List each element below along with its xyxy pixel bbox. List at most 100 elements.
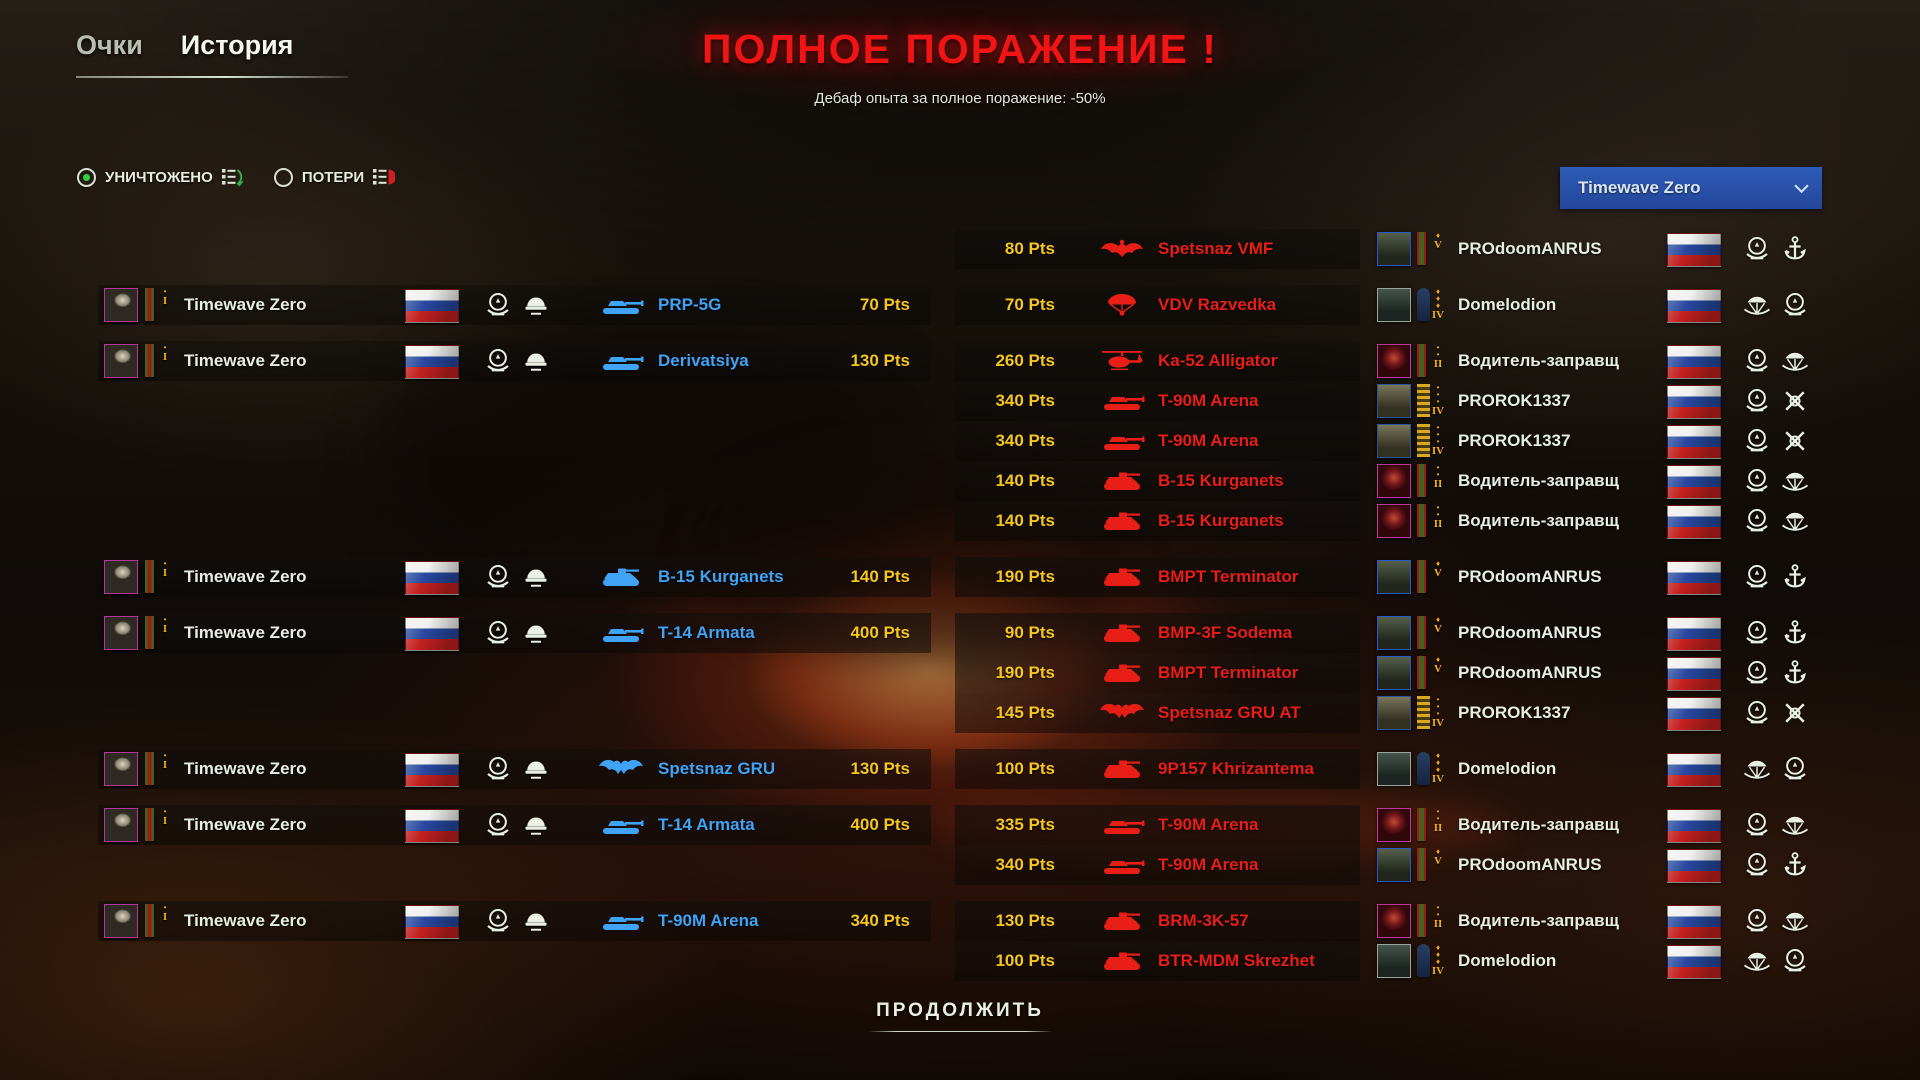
enemy-player-block[interactable]: ♦ V PROdoomANRUS [1377, 653, 1607, 693]
enemy-rank: ♦ ♦ ♦ IV [1429, 752, 1447, 786]
branch-emblem-icon [1780, 506, 1810, 536]
clan-emblem-icon [1742, 658, 1772, 688]
enemy-vehicle-name: VDV Razvedka [1158, 295, 1277, 314]
enemy-player-block[interactable]: ♦ V PROdoomANRUS [1377, 845, 1607, 885]
enemy-player-name: Водитель-заправщ [1458, 471, 1619, 490]
tab-points[interactable]: Очки [76, 30, 143, 60]
rank-numeral: I [162, 351, 168, 363]
enemy-player-block[interactable]: ♦ ♦ ♦ IV Domelodion [1377, 749, 1607, 789]
enemy-player-name: Domelodion [1458, 295, 1557, 314]
filter-losses[interactable]: ПОТЕРИ [273, 167, 396, 187]
ally-rank-insignia [145, 344, 154, 377]
kill-row-bar [955, 749, 1360, 789]
russia-flag-icon [405, 905, 459, 939]
russia-flag-icon [405, 617, 459, 651]
russia-flag-icon [1667, 905, 1721, 939]
radio-unselected-icon[interactable] [273, 167, 293, 187]
enemy-avatar [1377, 848, 1411, 882]
rank-numeral: II [1433, 358, 1443, 370]
kill-points: 260 Pts [995, 351, 1055, 370]
ally-vehicle-icon [597, 908, 645, 934]
enemy-player-block[interactable]: • • • IV PROROK1337 [1377, 421, 1607, 461]
enemy-player-block[interactable]: ♦ V PROdoomANRUS [1377, 229, 1607, 269]
ally-vehicle-icon [597, 564, 645, 590]
battle-log-row: • I Timewave Zero T-14 Armata 400 Pts 90… [0, 613, 1920, 653]
clan-emblem-icon [1742, 346, 1772, 376]
ally-rank: • I [156, 288, 174, 308]
kill-row-bar [955, 613, 1360, 653]
rank-pips: ♦ ♦ ♦ [1435, 943, 1441, 966]
enemy-rank: • • • IV [1429, 696, 1447, 730]
battle-log-row: 340 Pts T-90M Arena • • • IV PROROK1337 [0, 381, 1920, 421]
enemy-player-block[interactable]: • • • IV PROROK1337 [1377, 693, 1607, 733]
russia-flag-icon [405, 753, 459, 787]
russia-flag-icon [1667, 657, 1721, 691]
enemy-avatar [1377, 288, 1411, 322]
enemy-player-name: PROROK1337 [1458, 391, 1571, 410]
rank-numeral: II [1433, 478, 1443, 490]
enemy-vehicle-icon [1098, 908, 1146, 934]
branch-emblem-icon [1780, 658, 1810, 688]
rank-numeral: IV [1431, 445, 1445, 457]
enemy-player-name: Domelodion [1458, 951, 1557, 970]
ally-row-bar [98, 557, 931, 597]
enemy-vehicle-name: Spetsnaz GRU AT [1158, 703, 1301, 722]
russia-flag-icon [405, 345, 459, 379]
rank-numeral: V [1434, 623, 1442, 635]
enemy-player-block[interactable]: • • • IV PROROK1337 [1377, 381, 1607, 421]
result-title: ПОЛНОЕ ПОРАЖЕНИЕ ! [702, 26, 1218, 72]
rank-pips: • • [1436, 343, 1440, 359]
ally-player-name: Timewave Zero [184, 911, 307, 930]
enemy-rank-insignia [1417, 344, 1426, 377]
branch-emblem-icon [521, 290, 551, 320]
branch-emblem-icon [1780, 290, 1810, 320]
player-select-dropdown[interactable]: Timewave Zero [1560, 167, 1822, 209]
enemy-player-block[interactable]: • • II Водитель-заправщ [1377, 461, 1619, 501]
branch-emblem-icon [1780, 386, 1810, 416]
radio-selected-icon[interactable] [77, 167, 96, 187]
battle-log-row: 80 Pts Spetsnaz VMF ♦ V PROdoomANRUS [0, 229, 1920, 269]
enemy-rank-insignia [1417, 464, 1426, 497]
enemy-player-block[interactable]: ♦ V PROdoomANRUS [1377, 557, 1607, 597]
enemy-player-block[interactable]: • • II Водитель-заправщ [1377, 901, 1619, 941]
enemy-player-block[interactable]: ♦ V PROdoomANRUS [1377, 613, 1607, 653]
branch-emblem-icon [1780, 946, 1810, 976]
enemy-player-block[interactable]: • • II Водитель-заправщ [1377, 341, 1619, 381]
rank-pips: ♦ ♦ ♦ [1435, 751, 1441, 774]
enemy-rank-insignia [1417, 384, 1430, 417]
filter-destroyed[interactable]: УНИЧТОЖЕНО [77, 167, 244, 187]
rank-numeral: I [162, 759, 168, 771]
enemy-player-block[interactable]: • • II Водитель-заправщ [1377, 805, 1619, 845]
continue-button[interactable]: ПРОДОЛЖИТЬ [760, 1000, 1160, 1032]
clan-emblem-icon [483, 618, 513, 648]
enemy-rank: ♦ V [1429, 232, 1447, 252]
kill-points: 130 Pts [995, 911, 1055, 930]
filter-group: УНИЧТОЖЕНО ПОТЕРИ [77, 162, 396, 192]
filter-destroyed-label: УНИЧТОЖЕНО [105, 168, 213, 186]
branch-emblem-icon [1780, 466, 1810, 496]
enemy-player-block[interactable]: ♦ ♦ ♦ IV Domelodion [1377, 941, 1607, 981]
rank-pips: • • [1436, 503, 1440, 519]
ally-avatar [104, 344, 138, 378]
russia-flag-icon [1667, 345, 1721, 379]
russia-flag-icon [1667, 945, 1721, 979]
clan-emblem-icon [1742, 506, 1772, 536]
clan-emblem-icon [483, 290, 513, 320]
kill-row-bar [955, 501, 1360, 541]
ally-vehicle-name: B-15 Kurganets [658, 567, 784, 586]
enemy-rank-insignia [1417, 560, 1426, 593]
enemy-vehicle-name: BTR-MDM Skrezhet [1158, 951, 1315, 970]
enemy-rank-insignia [1417, 904, 1426, 937]
ally-rank-insignia [145, 904, 154, 937]
ally-row-bar [98, 285, 931, 325]
rank-numeral: II [1433, 822, 1443, 834]
enemy-player-block[interactable]: ♦ ♦ ♦ IV Domelodion [1377, 285, 1607, 325]
ally-player-name: Timewave Zero [184, 567, 307, 586]
enemy-player-name: Водитель-заправщ [1458, 351, 1619, 370]
tab-history[interactable]: История [180, 30, 294, 60]
ally-player-name: Timewave Zero [184, 759, 307, 778]
russia-flag-icon [1667, 617, 1721, 651]
clan-emblem-icon [483, 346, 513, 376]
enemy-player-block[interactable]: • • II Водитель-заправщ [1377, 501, 1619, 541]
enemy-player-name: PROdoomANRUS [1458, 855, 1602, 874]
